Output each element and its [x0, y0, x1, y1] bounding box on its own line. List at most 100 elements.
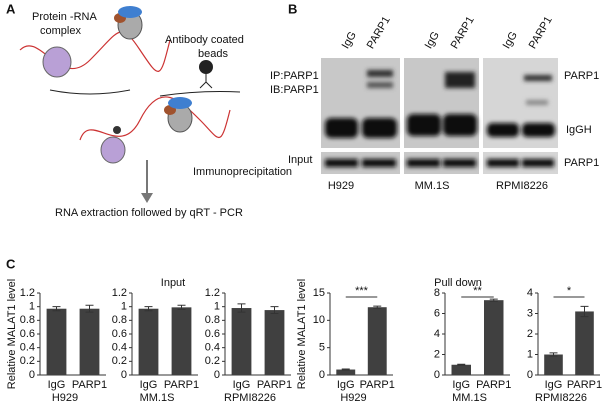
error-bar [144, 306, 153, 312]
panel-label: B [288, 1, 297, 16]
panel-b: B IgG PARP1 IgG PARP1 IgG PARP1 IP:PARP1… [270, 1, 599, 191]
bar [264, 310, 285, 375]
significance-label: ** [473, 285, 482, 297]
y-tick-label: 5 [319, 342, 325, 354]
y-tick-label: 0.6 [20, 328, 35, 340]
x-tick-label: PARP1 [164, 379, 199, 391]
x-tick-label: PARP1 [476, 379, 511, 391]
bar [484, 300, 504, 375]
x-tick-label: IgG [233, 379, 251, 391]
y-axis-label: Relative MALAT1 level [296, 279, 308, 389]
x-tick-label: PARP1 [567, 379, 602, 391]
blot [404, 152, 479, 174]
blot [483, 152, 558, 174]
lane-label: PARP1 [527, 14, 555, 51]
group-title: Pull down [434, 277, 482, 289]
x-axis-label: RPMI8226 [535, 392, 587, 404]
y-tick-label: 2 [527, 328, 533, 340]
x-tick-label: PARP1 [360, 379, 395, 391]
protein [168, 97, 192, 109]
error-bar [341, 368, 350, 371]
y-tick-label: 0.2 [205, 355, 220, 367]
y-tick-label: 0.2 [20, 355, 35, 367]
x-tick-label: IgG [48, 379, 66, 391]
x-axis-label: H929 [340, 392, 366, 404]
lane-label: IgG [501, 30, 520, 51]
y-tick-label: 0.6 [205, 328, 220, 340]
y-tick-label: 0 [319, 369, 325, 381]
y-tick-label: 4 [527, 287, 533, 299]
bead [199, 60, 213, 74]
bar [46, 308, 67, 375]
y-axis-label: Relative MALAT1 level [6, 279, 18, 389]
band-label: PARP1 [564, 70, 599, 82]
bar [138, 308, 159, 375]
antibody [199, 74, 213, 89]
y-tick-label: 1.2 [205, 287, 220, 299]
cell-line: MM.1S [415, 180, 450, 192]
rna [79, 96, 231, 141]
error-bar [457, 363, 466, 366]
y-tick-label: 4 [434, 328, 440, 340]
error-bar [580, 305, 589, 318]
y-tick-label: 0.4 [205, 342, 220, 354]
error-bar [489, 298, 498, 302]
y-tick-label: 1 [121, 301, 127, 313]
bar [231, 308, 252, 375]
error-bar [177, 304, 186, 310]
x-tick-label: PARP1 [257, 379, 292, 391]
y-tick-label: 0.8 [205, 314, 220, 326]
y-tick-label: 1 [214, 301, 220, 313]
bar [451, 364, 471, 375]
y-tick-label: 0.4 [112, 342, 127, 354]
x-tick-label: IgG [337, 379, 355, 391]
y-tick-label: 6 [434, 307, 440, 319]
lane-label: PARP1 [449, 14, 477, 51]
lane-label: IgG [340, 30, 359, 51]
beads-label: Antibody coated [165, 34, 244, 46]
y-tick-label: 0.4 [20, 342, 35, 354]
panel-label: A [6, 1, 16, 16]
error-bar [85, 304, 94, 313]
error-bar [373, 305, 382, 309]
x-axis-label: RPMI8226 [224, 392, 276, 404]
bar [575, 311, 594, 375]
complex-label: Protein -RNA [32, 11, 97, 23]
lane-label: IgG [423, 30, 442, 51]
input-label: Input [288, 154, 312, 166]
y-tick-label: 0.6 [112, 328, 127, 340]
x-axis-label: MM.1S [452, 392, 487, 404]
significance-label: *** [355, 285, 369, 297]
y-tick-label: 0.2 [112, 355, 127, 367]
protein [100, 136, 126, 164]
ip-label: IP:PARP1 [270, 70, 319, 82]
ip-label: IB:PARP1 [270, 84, 319, 96]
error-bar [52, 306, 61, 312]
divider [49, 89, 241, 97]
cell-line: H929 [328, 180, 354, 192]
beads-label: beads [198, 48, 228, 60]
y-tick-label: 15 [313, 287, 325, 299]
x-axis-label: H929 [52, 392, 78, 404]
error-bar [237, 303, 246, 313]
error-bar [270, 306, 279, 314]
y-tick-label: 0 [434, 369, 440, 381]
bands [325, 70, 555, 167]
extraction-label: RNA extraction followed by qRT - PCR [55, 207, 243, 219]
y-tick-label: 1.2 [112, 287, 127, 299]
error-bar [549, 352, 558, 357]
y-tick-label: 0 [527, 369, 533, 381]
bar [171, 307, 192, 375]
x-tick-label: IgG [140, 379, 158, 391]
y-tick-label: 0.8 [112, 314, 127, 326]
y-tick-label: 2 [434, 348, 440, 360]
band-label: IgGH [566, 124, 592, 136]
y-tick-label: 3 [527, 307, 533, 319]
x-axis-label: MM.1S [140, 392, 175, 404]
complex-label: complex [40, 25, 81, 37]
y-tick-label: 10 [313, 314, 325, 326]
panel-a: A Protein -RNA complex Antibody coated b… [6, 1, 292, 218]
y-tick-label: 1 [527, 348, 533, 360]
ip-label: Immunoprecipitation [193, 166, 292, 178]
